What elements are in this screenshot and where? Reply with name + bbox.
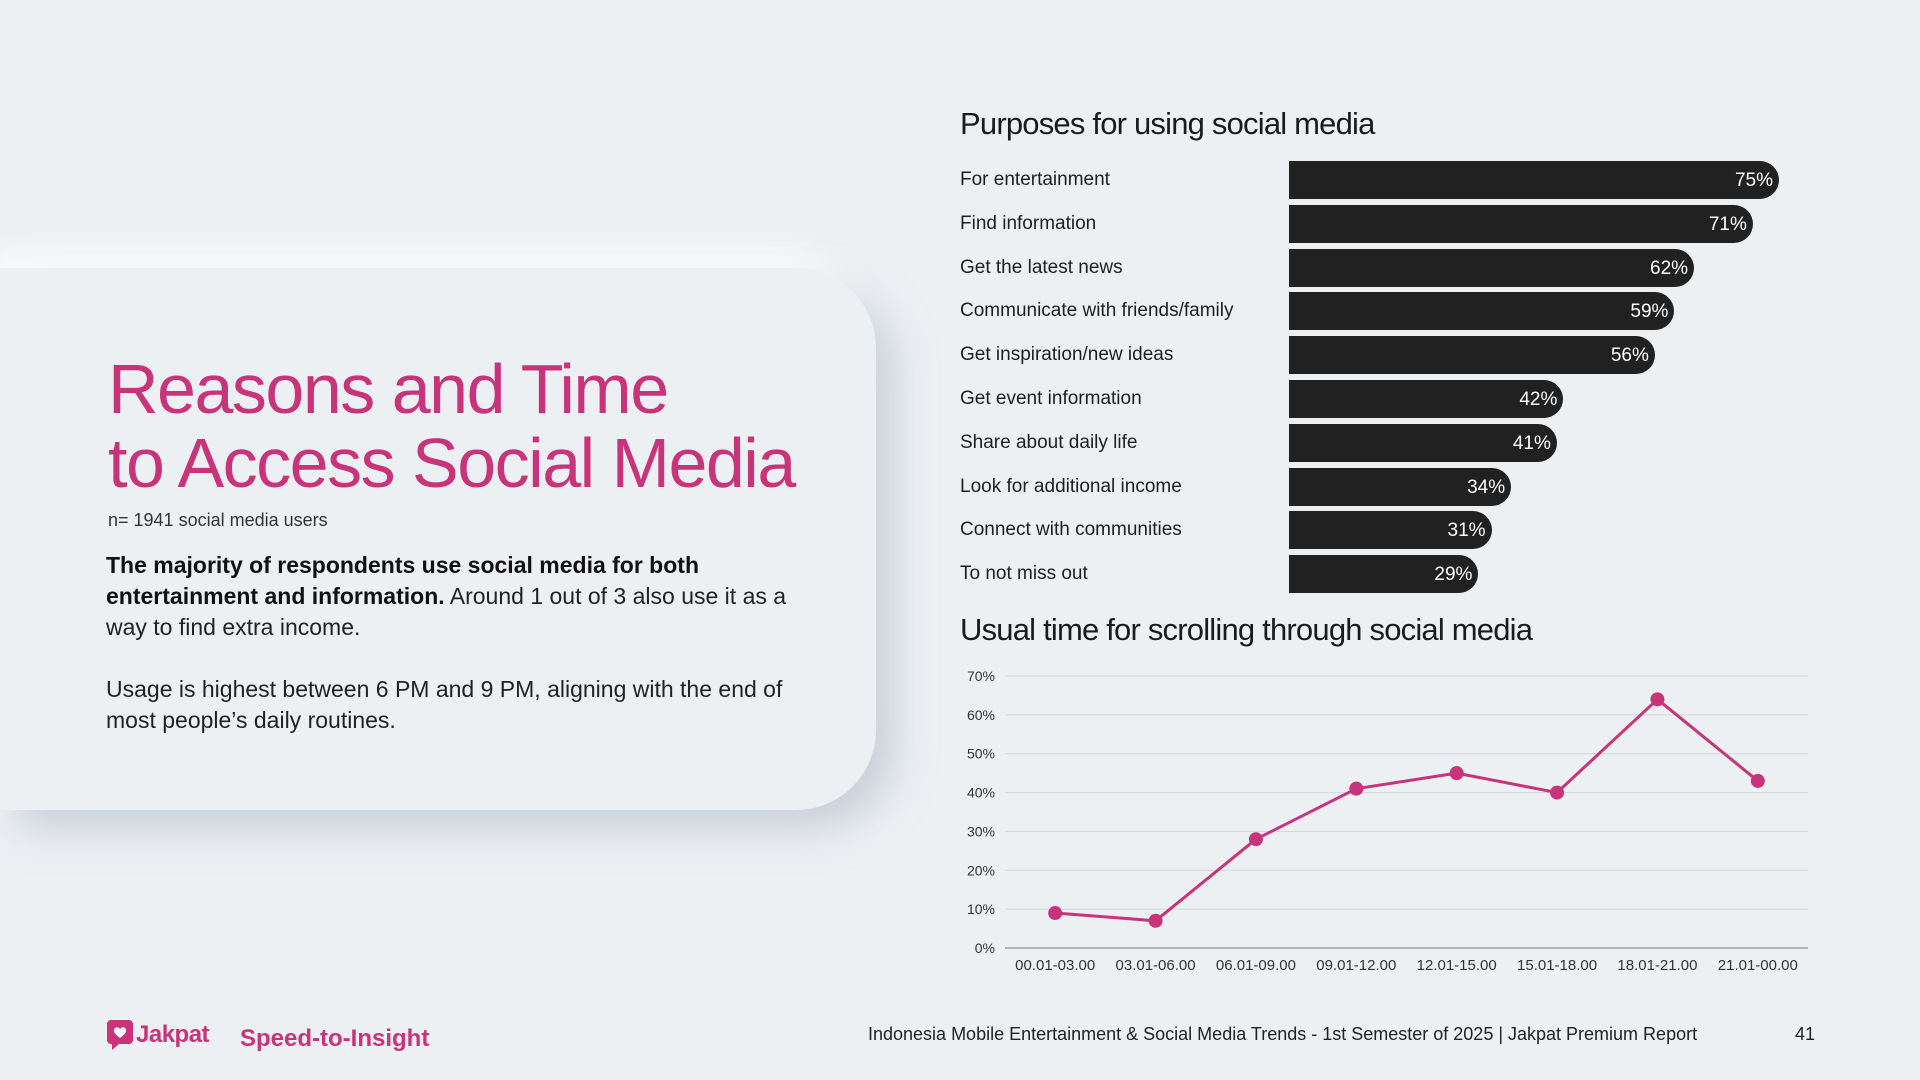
bar-row: Communicate with friends/family 59%: [960, 292, 1800, 331]
report-title: Indonesia Mobile Entertainment & Social …: [868, 1024, 1698, 1044]
bar: 29%: [1289, 555, 1479, 594]
data-point: [1148, 913, 1163, 928]
data-point: [1048, 906, 1063, 921]
bar-label: Communicate with friends/family: [960, 300, 1234, 322]
bar-value-label: 59%: [1630, 301, 1669, 323]
bar-label: Get inspiration/new ideas: [960, 344, 1174, 366]
bar-value-label: 62%: [1650, 257, 1689, 279]
bar-value-label: 29%: [1434, 564, 1473, 586]
bar-label: Find information: [960, 212, 1097, 234]
bar-label: Connect with communities: [960, 519, 1182, 541]
data-point: [1449, 766, 1464, 781]
bar-label: Get event information: [960, 388, 1142, 409]
bar: 56%: [1289, 336, 1655, 375]
y-tick-label: 30%: [967, 823, 995, 839]
data-point: [1750, 773, 1765, 788]
bar: 75%: [1289, 161, 1779, 199]
bar-label: Look for additional income: [960, 475, 1182, 497]
bar: 59%: [1289, 292, 1675, 331]
bar: 31%: [1289, 511, 1492, 550]
x-tick-label: 03.01-06.00: [1116, 957, 1196, 974]
title-line-2: to Access Social Media: [108, 424, 796, 502]
bar: 71%: [1289, 204, 1753, 243]
title-line-1: Reasons and Time: [108, 350, 669, 428]
y-tick-label: 60%: [967, 707, 995, 723]
x-tick-label: 12.01-15.00: [1417, 957, 1497, 974]
bar-row: Get event information 42%: [960, 380, 1800, 418]
bar-value-label: 71%: [1708, 213, 1747, 235]
bar-value-label: 34%: [1467, 476, 1506, 498]
bar-row: Share about daily life 41%: [960, 423, 1800, 462]
bar: 41%: [1289, 423, 1557, 462]
bar-label: To not miss out: [960, 563, 1088, 585]
bar-label: Get the latest news: [960, 256, 1123, 278]
paragraph-1: The majority of respondents use social m…: [106, 550, 806, 643]
bar-value-label: 41%: [1512, 432, 1551, 454]
paragraph-1-bold: The majority of respondents use social m…: [106, 552, 699, 609]
page-number: 41: [1795, 1024, 1816, 1044]
x-tick-label: 09.01-12.00: [1316, 957, 1396, 974]
bar-row: Find information 71%: [960, 204, 1800, 243]
bar-row: Get inspiration/new ideas 56%: [960, 336, 1800, 375]
bar-row: Look for additional income 34%: [960, 467, 1800, 506]
x-tick-label: 15.01-18.00: [1517, 957, 1597, 974]
bar-row: Get the latest news 62%: [960, 248, 1800, 287]
jakpat-logo: Jakpat: [107, 1020, 210, 1050]
heart-logo-icon: [107, 1020, 133, 1050]
bar: 42%: [1289, 380, 1564, 418]
data-point: [1550, 785, 1565, 800]
y-tick-label: 0%: [975, 940, 995, 956]
brand-name: Jakpat: [136, 1021, 210, 1048]
y-tick-label: 70%: [967, 668, 995, 684]
bar: 34%: [1289, 467, 1512, 506]
bar: 62%: [1289, 248, 1695, 287]
x-tick-label: 06.01-09.00: [1216, 957, 1296, 974]
bar-chart-title: Purposes for using social media: [960, 106, 1375, 141]
sample-size: n= 1941 social media users: [108, 510, 328, 530]
y-tick-label: 50%: [967, 746, 995, 762]
x-tick-label: 00.01-03.00: [1015, 957, 1095, 974]
paragraph-1-rest: Around 1 out of 3 also use it as a way t…: [106, 583, 787, 640]
bar-label: Share about daily life: [960, 431, 1138, 453]
bar-value-label: 31%: [1447, 520, 1486, 542]
paragraph-2: Usage is highest between 6 PM and 9 PM, …: [106, 676, 783, 733]
x-tick-label: 18.01-21.00: [1617, 957, 1697, 974]
y-tick-label: 20%: [967, 862, 995, 878]
data-point: [1349, 781, 1364, 796]
bar-label: For entertainment: [960, 169, 1110, 190]
bar-value-label: 75%: [1734, 170, 1773, 191]
bar-row: For entertainment 75%: [960, 161, 1800, 199]
x-tick-label: 21.01-00.00: [1718, 957, 1798, 974]
bar-value-label: 56%: [1610, 345, 1649, 367]
series-line: [1055, 697, 1759, 923]
bar-row: To not miss out 29%: [960, 555, 1800, 594]
slide-title: Reasons and Time to Access Social Media: [108, 350, 796, 502]
bar-value-label: 42%: [1519, 389, 1558, 410]
line-chart-title: Usual time for scrolling through social …: [960, 612, 1533, 647]
data-point: [1650, 692, 1665, 707]
bar-row: Connect with communities 31%: [960, 511, 1800, 550]
summary-card: [0, 268, 876, 810]
description: The majority of respondents use social m…: [106, 550, 806, 767]
data-point: [1248, 832, 1263, 847]
y-tick-label: 10%: [967, 901, 995, 917]
y-tick-label: 40%: [967, 785, 995, 801]
line-chart: 0% 10% 20% 30% 40% 50% 60% 70% 00.01-03.00 03.01-…: [967, 668, 1808, 974]
tagline: Speed-to-Insight: [240, 1025, 430, 1052]
